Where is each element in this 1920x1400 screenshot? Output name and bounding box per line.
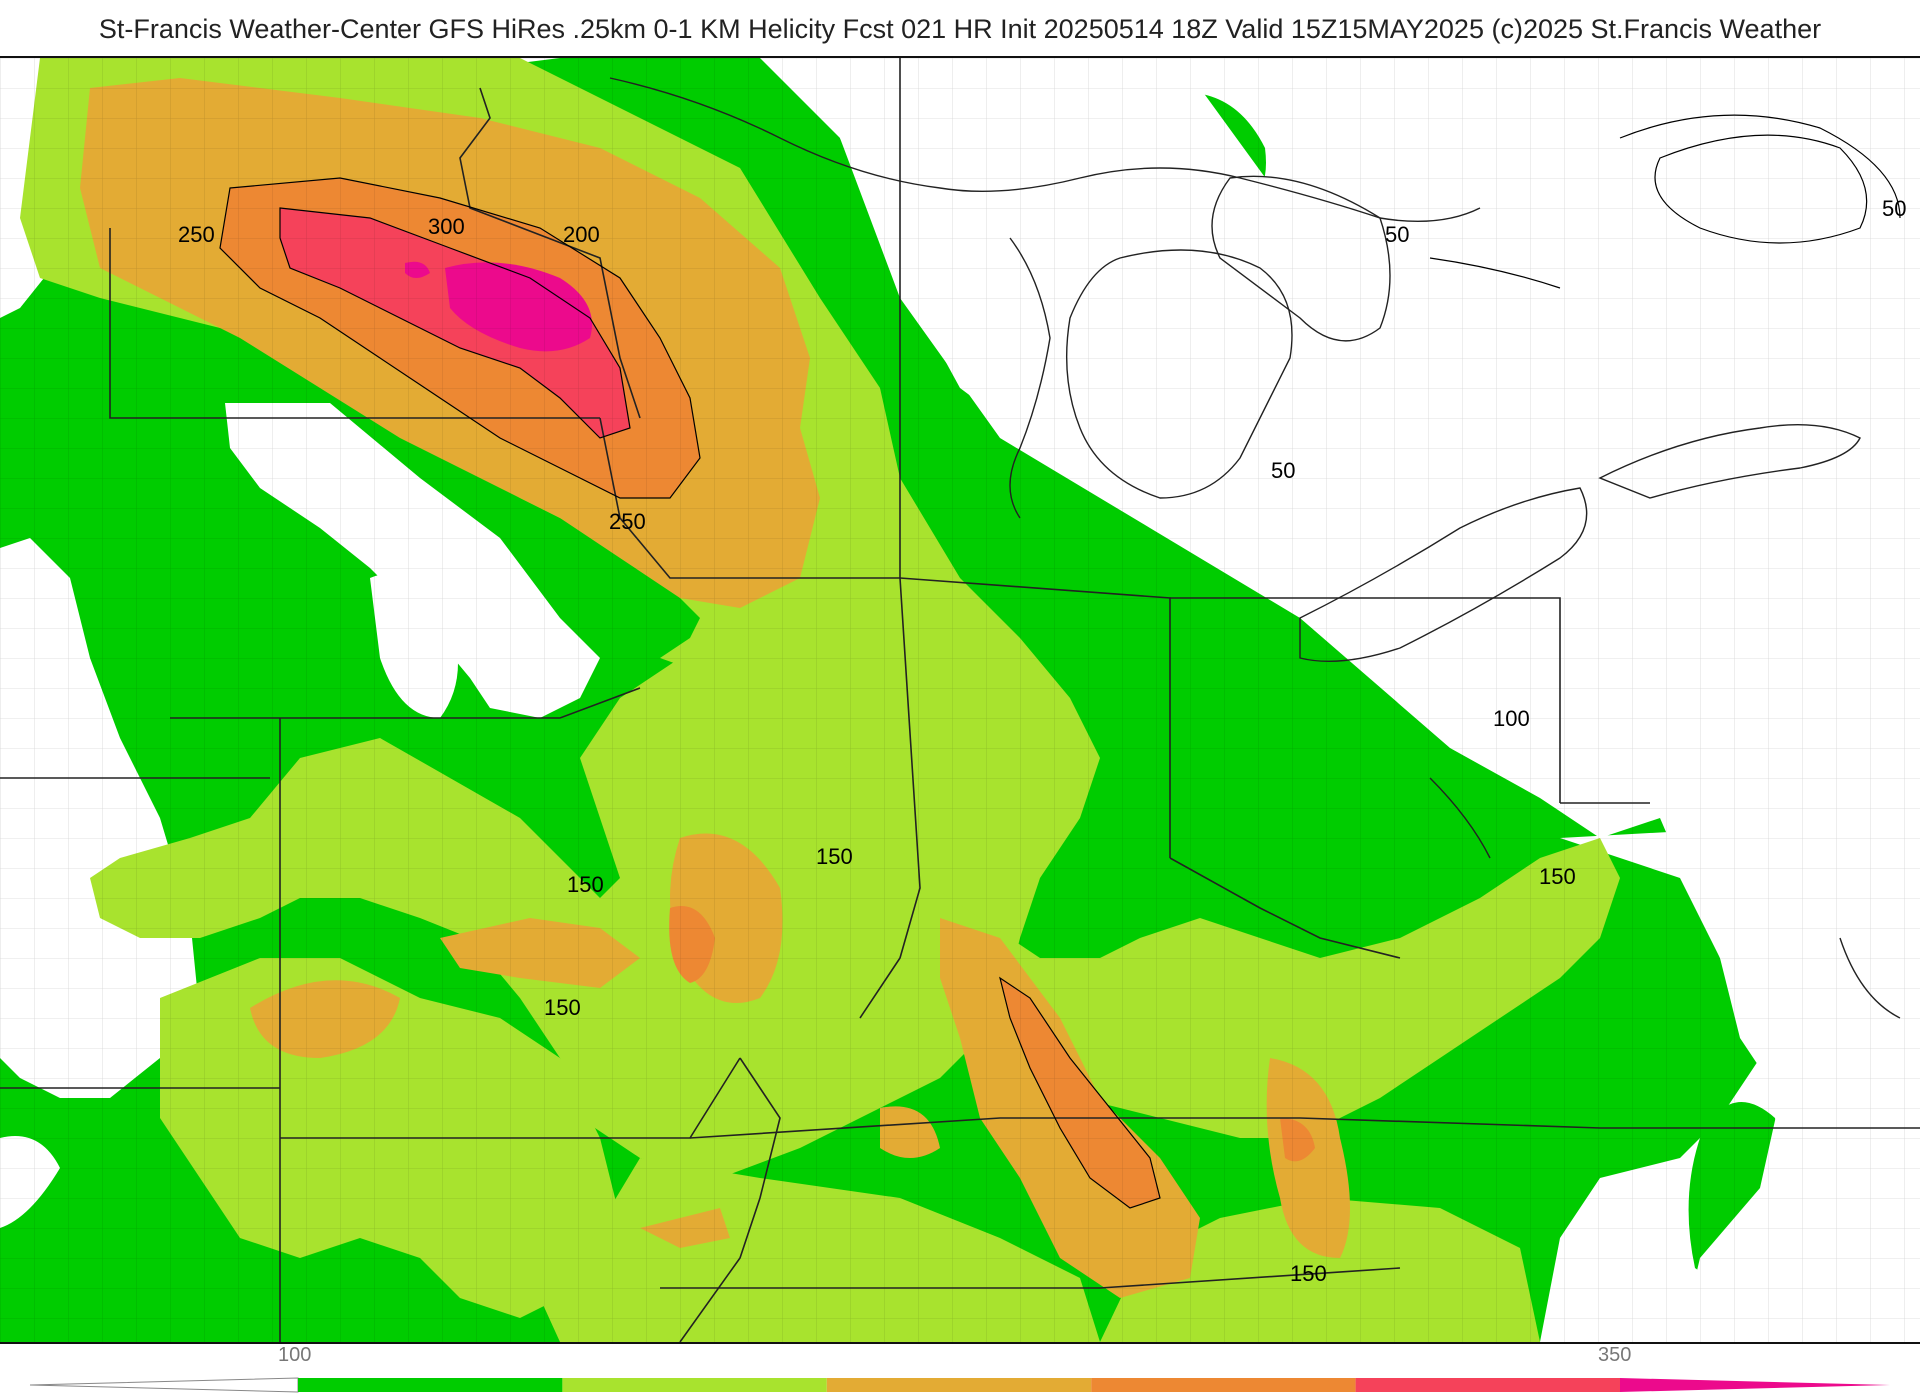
contour-label-200: 200	[563, 222, 600, 247]
contour-label-50-mi: 50	[1385, 222, 1409, 247]
colorbar-left-tip	[29, 1377, 299, 1393]
contour-label-150-va: 150	[1539, 864, 1576, 889]
contour-labels: 250 300 200 250 50 50 50 100 150 150 150…	[178, 196, 1906, 1286]
colorbar-swatch	[826, 1378, 1092, 1392]
colorbar-tick-100: 100	[278, 1344, 312, 1366]
colorbar-swatch	[298, 1378, 563, 1392]
contour-label-150-in: 150	[816, 844, 853, 869]
helicity-map: 250 300 200 250 50 50 50 100 150 150 150…	[0, 58, 1920, 1342]
contour-label-150-ar: 150	[544, 995, 581, 1020]
map-frame: 250 300 200 250 50 50 50 100 150 150 150…	[0, 56, 1920, 1344]
colorbar-swatch	[562, 1378, 827, 1392]
coastlines	[609, 77, 1901, 1019]
contour-lines	[219, 114, 1901, 1209]
colorbar	[29, 1377, 1890, 1393]
contour-label-250-s: 250	[609, 509, 646, 534]
colorbar-right-tip	[1620, 1378, 1890, 1392]
colorbar-swatch	[1091, 1378, 1356, 1392]
contour-label-100: 100	[1493, 706, 1530, 731]
contour-label-300: 300	[428, 214, 465, 239]
colorbar-swatch	[1355, 1378, 1620, 1392]
contour-label-50-oh: 50	[1271, 458, 1295, 483]
colorbar-tick-350: 350	[1598, 1344, 1632, 1366]
contour-label-150-tn: 150	[1290, 1261, 1327, 1286]
county-borders	[0, 58, 1920, 1342]
contour-label-50-ne: 50	[1882, 196, 1906, 221]
colorbar-swatches	[298, 1378, 1620, 1392]
contour-label-250-nw: 250	[178, 222, 215, 247]
state-borders	[0, 58, 1920, 1342]
contour-label-150-mo: 150	[567, 872, 604, 897]
map-title: St-Francis Weather-Center GFS HiRes .25k…	[98, 14, 1822, 44]
